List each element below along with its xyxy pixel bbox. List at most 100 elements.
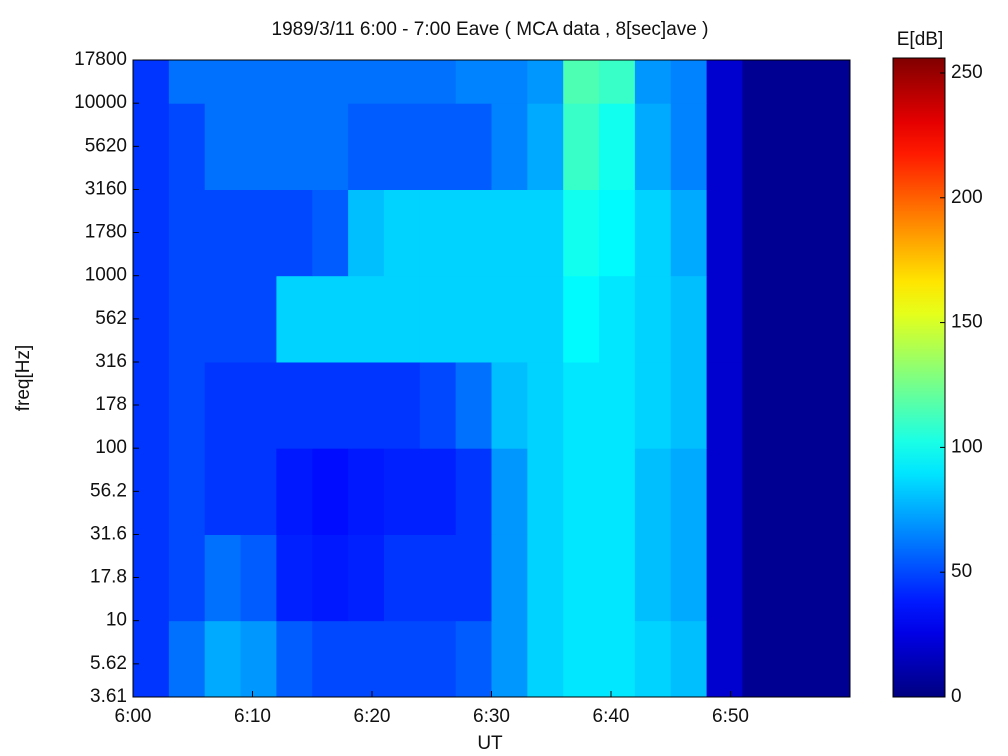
heatmap-cell [563,620,600,698]
heatmap-cell [814,534,851,622]
y-tick-label: 1000 [85,265,127,286]
heatmap-cell [240,189,277,277]
heatmap-cell [634,275,672,363]
heatmap-cell [312,189,349,277]
heatmap-cell [563,361,600,449]
heatmap-cell [563,534,600,622]
heatmap-cell [419,620,457,698]
heatmap-cell [706,534,743,622]
heatmap-cell [240,448,277,535]
heatmap-cell [706,361,743,449]
heatmap-cell [670,448,708,535]
heatmap-cell [276,189,313,277]
heatmap-cell [312,448,349,535]
heatmap-cell [634,534,672,622]
heatmap-cell [670,620,708,698]
heatmap-cell [133,361,170,449]
heatmap-cell [742,361,779,449]
heatmap-cell [527,361,564,449]
colorbar-label: E[dB] [897,29,943,50]
heatmap-cell [348,620,385,698]
heatmap-cell [383,448,421,535]
heatmap-cell [742,534,779,622]
x-tick-label: 6:30 [473,706,510,727]
heatmap-cell [312,103,349,190]
heatmap-cell [204,60,242,104]
heatmap-cell [348,60,385,104]
heatmap-cell [778,448,815,535]
heatmap-cell [706,189,743,277]
heatmap-cell [599,60,636,104]
heatmap-cell [778,189,815,277]
heatmap-cell [527,620,564,698]
heatmap-cell [312,620,349,698]
heatmap-cell [563,103,600,190]
heatmap-cell [599,275,636,363]
heatmap-cell [527,103,564,190]
colorbar-tick-label: 0 [951,686,962,707]
y-tick-label: 100 [95,437,127,458]
heatmap-cell [419,448,457,535]
colorbar [892,57,946,698]
x-axis-label: UT [477,733,503,754]
heatmap-cell [491,60,528,104]
heatmap-cell [491,448,528,535]
heatmap-cell [634,60,672,104]
heatmap-cell [383,189,421,277]
heatmap-cell [383,103,421,190]
colorbar-tick-label: 200 [951,187,983,208]
heatmap-cell [491,534,528,622]
heatmap-cell [276,103,313,190]
x-tick-label: 6:50 [712,706,749,727]
heatmap-cell [204,189,242,277]
heatmap-cell [814,448,851,535]
heatmap-cell [383,534,421,622]
heatmap-cell [455,60,492,104]
heatmap-cell [419,60,457,104]
heatmap-cell [599,189,636,277]
y-tick-label: 562 [95,308,127,329]
heatmap-cell [634,103,672,190]
heatmap-cell [240,60,277,104]
heatmap-cell [133,103,170,190]
heatmap-cell [742,103,779,190]
y-tick-label: 10 [106,610,127,631]
colorbar-tick-label: 100 [951,436,983,457]
heatmap-cell [168,361,206,449]
heatmap-cell [276,275,313,363]
heatmap-cell [133,275,170,363]
heatmap-cell [240,361,277,449]
heatmap-cell [491,103,528,190]
y-tick-label: 178 [95,394,127,415]
heatmap-cell [133,189,170,277]
heatmap-cell [599,620,636,698]
heatmap-cell [168,189,206,277]
heatmap-cell [204,103,242,190]
heatmap-cell [814,275,851,363]
heatmap-cell [527,448,564,535]
x-tick-label: 6:10 [234,706,271,727]
heatmap-cell [348,448,385,535]
heatmap-cell [563,448,600,535]
heatmap-cell [527,275,564,363]
heatmap-cell [706,448,743,535]
heatmap-cell [455,189,492,277]
heatmap-cell [742,275,779,363]
heatmap-cell [312,60,349,104]
heatmap-cell [455,620,492,698]
y-tick-label: 316 [95,351,127,372]
heatmap-cell [348,361,385,449]
heatmap-cell [455,534,492,622]
heatmap-cell [240,534,277,622]
heatmap-cell [419,275,457,363]
heatmap-cell [348,189,385,277]
y-tick-label: 3.61 [90,686,127,707]
heatmap-cell [419,361,457,449]
heatmap-cell [312,275,349,363]
heatmap-cell [312,361,349,449]
y-tick-label: 5620 [85,135,127,156]
colorbar-tick-label: 50 [951,561,972,582]
y-tick-label: 17800 [74,49,127,70]
